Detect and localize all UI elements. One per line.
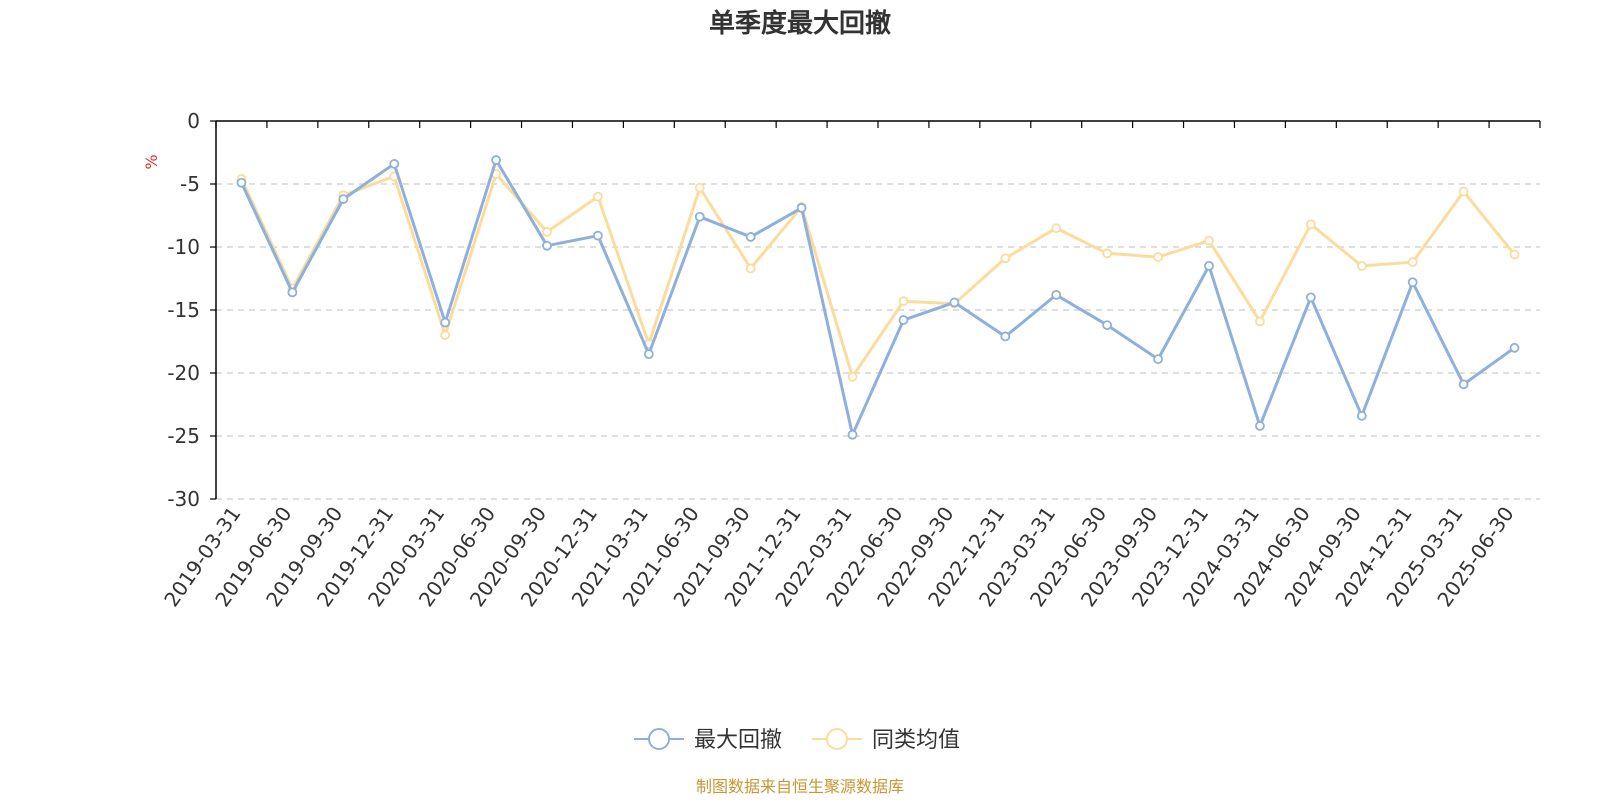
data-point-max-drawdown[interactable] — [236, 177, 247, 188]
y-tick-label: -10 — [167, 235, 200, 259]
y-axis-tick-labels: 0 -5 -10 -15 -20 -25 -30 — [167, 109, 200, 511]
y-tick-label: -20 — [167, 361, 200, 385]
y-tick-label: -30 — [167, 487, 200, 511]
data-point-max-drawdown[interactable] — [593, 230, 603, 241]
data-point-max-drawdown[interactable] — [1102, 320, 1113, 331]
data-point-peer-average[interactable] — [593, 191, 603, 202]
legend-label-max-drawdown: 最大回撤 — [694, 728, 782, 753]
y-tick-label: -15 — [167, 298, 200, 322]
data-point-peer-average[interactable] — [1407, 257, 1418, 268]
data-point-max-drawdown[interactable] — [847, 429, 858, 440]
data-point-peer-average[interactable] — [440, 330, 451, 341]
data-point-peer-average[interactable] — [1509, 249, 1520, 260]
legend-item-peer-average[interactable]: 同类均值 — [812, 728, 960, 753]
data-point-peer-average[interactable] — [847, 371, 858, 382]
data-point-peer-average[interactable] — [1102, 248, 1113, 259]
data-point-max-drawdown[interactable] — [542, 240, 552, 251]
data-point-peer-average[interactable] — [1458, 186, 1469, 197]
data-point-max-drawdown[interactable] — [1356, 410, 1367, 421]
data-point-peer-average[interactable] — [1255, 316, 1265, 327]
legend-marker-peer-average — [826, 728, 848, 750]
data-point-peer-average[interactable] — [1356, 260, 1367, 271]
data-point-max-drawdown[interactable] — [1305, 292, 1316, 303]
y-tick-label: -5 — [180, 172, 200, 196]
data-point-max-drawdown[interactable] — [389, 158, 400, 169]
data-point-max-drawdown[interactable] — [1204, 260, 1214, 271]
data-point-max-drawdown[interactable] — [1458, 379, 1469, 390]
chart-title: 单季度最大回撤 — [709, 8, 891, 39]
y-tick-label: -25 — [167, 424, 200, 448]
legend-label-peer-average: 同类均值 — [872, 728, 960, 753]
data-point-peer-average[interactable] — [1153, 252, 1163, 262]
series-max-drawdown — [236, 155, 1520, 440]
series-lines — [236, 155, 1520, 440]
data-point-max-drawdown[interactable] — [338, 194, 349, 205]
data-point-max-drawdown[interactable] — [1255, 421, 1265, 431]
data-point-max-drawdown[interactable] — [287, 287, 298, 298]
legend: 最大回撤 同类均值 — [634, 728, 960, 753]
data-point-max-drawdown[interactable] — [796, 203, 807, 213]
data-point-max-drawdown[interactable] — [898, 315, 909, 325]
data-point-max-drawdown[interactable] — [1509, 342, 1520, 353]
data-point-peer-average[interactable] — [745, 263, 756, 274]
data-point-peer-average[interactable] — [1305, 219, 1316, 230]
legend-item-max-drawdown[interactable]: 最大回撤 — [634, 728, 782, 753]
data-point-max-drawdown[interactable] — [949, 297, 960, 308]
series-line-max-drawdown — [240, 158, 1516, 437]
y-tick-label: 0 — [187, 109, 200, 133]
data-point-peer-average[interactable] — [1051, 223, 1062, 234]
data-point-max-drawdown[interactable] — [1407, 277, 1418, 288]
data-point-peer-average[interactable] — [694, 182, 705, 193]
y-axis-unit-label: % — [142, 154, 161, 169]
data-point-max-drawdown[interactable] — [440, 317, 451, 328]
data-point-max-drawdown[interactable] — [1000, 331, 1011, 342]
data-point-max-drawdown[interactable] — [1153, 354, 1163, 365]
data-point-max-drawdown[interactable] — [491, 155, 501, 165]
data-source-note: 制图数据来自恒生聚源数据库 — [696, 777, 904, 796]
data-point-peer-average[interactable] — [1000, 253, 1011, 264]
data-point-max-drawdown[interactable] — [694, 211, 705, 222]
data-point-max-drawdown[interactable] — [1051, 289, 1062, 300]
legend-marker-max-drawdown — [648, 728, 670, 750]
axes — [210, 120, 1541, 500]
data-point-peer-average[interactable] — [542, 226, 552, 237]
data-point-peer-average[interactable] — [898, 296, 909, 307]
data-point-peer-average[interactable] — [1204, 235, 1214, 246]
x-axis-tick-labels: 2019-03-312019-06-302019-09-302019-12-31… — [159, 502, 1518, 611]
series-line-peer-average — [240, 172, 1516, 379]
data-point-max-drawdown[interactable] — [643, 349, 654, 360]
data-point-max-drawdown[interactable] — [745, 232, 756, 242]
